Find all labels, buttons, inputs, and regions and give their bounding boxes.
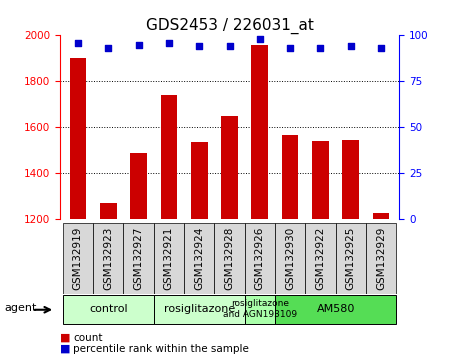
Text: GSM132929: GSM132929: [376, 227, 386, 290]
Bar: [154, 295, 245, 324]
Text: GSM132926: GSM132926: [255, 227, 265, 290]
Bar: [275, 223, 305, 294]
Point: [105, 45, 112, 51]
Point: [165, 40, 173, 46]
Text: control: control: [89, 304, 128, 314]
Point: [135, 42, 142, 47]
Bar: [275, 295, 396, 324]
Bar: [93, 223, 123, 294]
Text: GSM132927: GSM132927: [134, 227, 144, 290]
Bar: [336, 223, 366, 294]
Bar: [245, 223, 275, 294]
Point: [317, 45, 324, 51]
Point: [226, 44, 233, 49]
Text: GSM132925: GSM132925: [346, 227, 356, 290]
Text: agent: agent: [5, 303, 37, 313]
Bar: [373, 212, 390, 219]
Text: GSM132923: GSM132923: [103, 227, 113, 290]
Text: GSM132924: GSM132924: [194, 227, 204, 290]
Bar: [123, 223, 154, 294]
Text: AM580: AM580: [316, 304, 355, 314]
Bar: [191, 142, 207, 219]
Point: [256, 36, 263, 42]
Point: [347, 44, 354, 49]
Point: [74, 40, 82, 46]
Bar: [245, 295, 275, 324]
Text: GSM132930: GSM132930: [285, 227, 295, 290]
Text: rosiglitazone: rosiglitazone: [163, 304, 235, 314]
Bar: [214, 223, 245, 294]
Bar: [366, 223, 396, 294]
Bar: [184, 223, 214, 294]
Point: [286, 45, 294, 51]
Text: percentile rank within the sample: percentile rank within the sample: [73, 344, 249, 354]
Bar: [154, 223, 184, 294]
Text: GSM132919: GSM132919: [73, 227, 83, 290]
Bar: [63, 223, 93, 294]
Point: [196, 44, 203, 49]
Bar: [252, 45, 268, 219]
Bar: [305, 223, 336, 294]
Text: GSM132921: GSM132921: [164, 227, 174, 290]
Bar: [221, 116, 238, 219]
Point: [377, 45, 385, 51]
Text: count: count: [73, 333, 103, 343]
Bar: [282, 136, 298, 219]
Title: GDS2453 / 226031_at: GDS2453 / 226031_at: [146, 18, 313, 34]
Text: GSM132922: GSM132922: [315, 227, 325, 290]
Text: ■: ■: [60, 333, 70, 343]
Bar: [161, 95, 177, 219]
Bar: [312, 141, 329, 219]
Text: ■: ■: [60, 344, 70, 354]
Text: rosiglitazone
and AGN193109: rosiglitazone and AGN193109: [223, 299, 297, 319]
Bar: [100, 203, 117, 219]
Text: GSM132928: GSM132928: [224, 227, 235, 290]
Bar: [63, 295, 154, 324]
Bar: [130, 153, 147, 219]
Bar: [342, 140, 359, 219]
Bar: [69, 58, 86, 219]
